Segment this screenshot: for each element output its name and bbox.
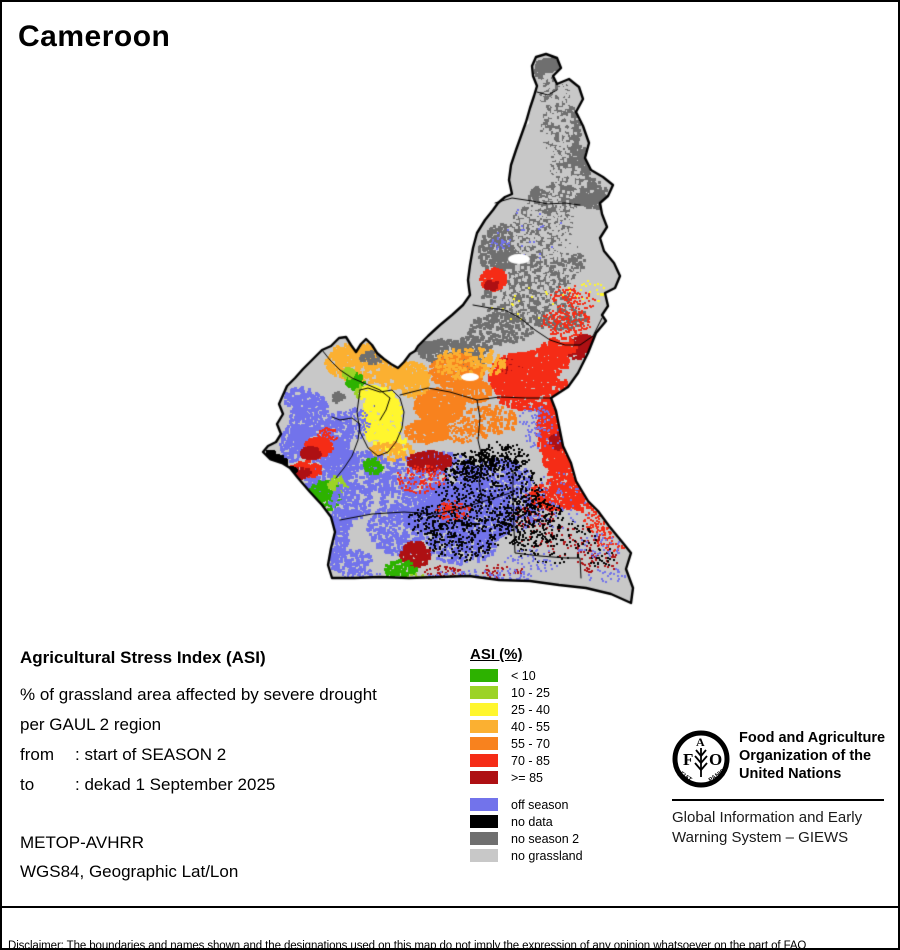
legend-class-row: >= 85 (470, 770, 550, 785)
legend-extra-swatch (470, 849, 498, 862)
sensor-name: METOP-AVHRR (20, 833, 145, 852)
to-label: to (20, 775, 35, 794)
legend-class-row: 25 - 40 (470, 702, 550, 717)
asi-heading: Agricultural Stress Index (ASI) (20, 648, 266, 667)
legend-extra-swatch (470, 832, 498, 845)
legend-extra-row: off season (470, 797, 583, 812)
asi-description: % of grassland area affected by severe d… (20, 685, 377, 704)
legend-class-row: < 10 (470, 668, 550, 683)
legend-class-row: 10 - 25 (470, 685, 550, 700)
legend-class-swatch (470, 737, 498, 750)
legend-class-label: < 10 (511, 668, 536, 683)
asi-region-level: per GAUL 2 region (20, 715, 162, 734)
legend-class-swatch (470, 686, 498, 699)
from-value: : start of SEASON 2 (75, 745, 227, 764)
legend-classes: < 10 10 - 25 25 - 40 40 - 55 55 - 70 70 - 85 >… (470, 669, 550, 788)
projection-name: WGS84, Geographic Lat/Lon (20, 862, 239, 881)
svg-text:O: O (709, 750, 722, 769)
disclaimer: Disclaimer: The boundaries and names sho… (8, 911, 806, 950)
legend-class-label: >= 85 (511, 770, 543, 785)
period-from: from : start of SEASON 2 (20, 745, 226, 765)
svg-text:A: A (696, 735, 705, 749)
fao-logo-icon: F A O FIAT PANIS (672, 730, 730, 788)
page-title: Cameroon (18, 20, 171, 53)
svg-text:F: F (683, 750, 693, 769)
legend-extra-label: no grassland (511, 848, 583, 863)
legend-class-row: 70 - 85 (470, 753, 550, 768)
legend-extra-swatch (470, 815, 498, 828)
branding-divider (672, 799, 884, 801)
legend-extra-swatch (470, 798, 498, 811)
legend-extra-label: no season 2 (511, 831, 580, 846)
legend-class-label: 55 - 70 (511, 736, 550, 751)
giews-name: Global Information and Early Warning Sys… (672, 809, 863, 846)
period-to: to : dekad 1 September 2025 (20, 775, 275, 795)
legend-class-swatch (470, 754, 498, 767)
legend-extra-label: no data (511, 814, 553, 829)
legend-class-swatch (470, 720, 498, 733)
legend-extra-row: no season 2 (470, 831, 583, 846)
legend-class-swatch (470, 669, 498, 682)
legend-extra-row: no grassland (470, 848, 583, 863)
legend-extra-label: off season (511, 797, 569, 812)
legend-class-row: 55 - 70 (470, 736, 550, 751)
disclaimer-divider (0, 906, 900, 908)
from-label: from (20, 745, 54, 764)
legend-class-label: 40 - 55 (511, 719, 550, 734)
legend-title: ASI (%) (470, 646, 523, 663)
disclaimer-line1: Disclaimer: The boundaries and names sho… (8, 940, 807, 950)
fao-org-name: Food and Agriculture Organization of the… (739, 730, 886, 782)
legend-class-row: 40 - 55 (470, 719, 550, 734)
legend-class-swatch (470, 771, 498, 784)
to-value: : dekad 1 September 2025 (75, 775, 276, 794)
legend-class-swatch (470, 703, 498, 716)
legend-class-label: 70 - 85 (511, 753, 550, 768)
legend-extras: off season no data no season 2 no grassland (470, 798, 583, 866)
legend-class-label: 10 - 25 (511, 685, 550, 700)
legend-class-label: 25 - 40 (511, 702, 550, 717)
legend-extra-row: no data (470, 814, 583, 829)
